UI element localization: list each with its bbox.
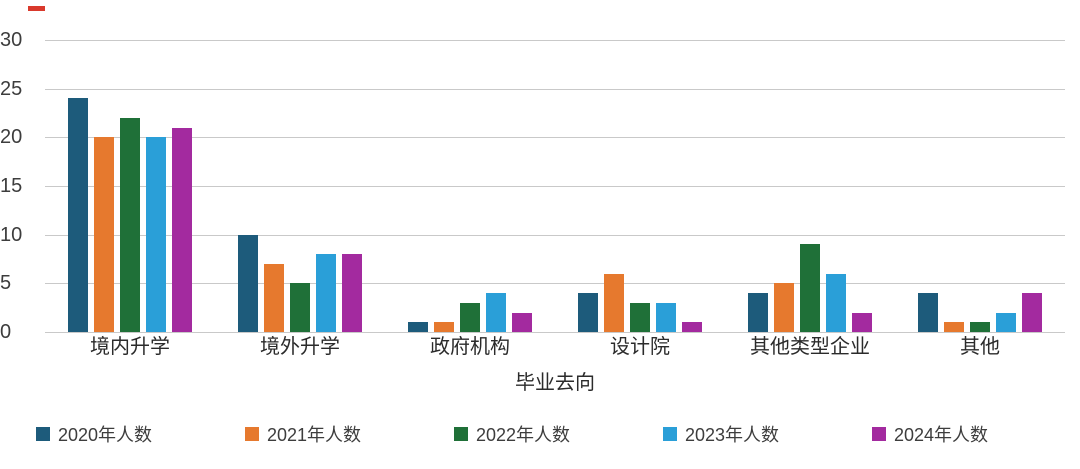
- legend-item-2021年人数: 2021年人数: [244, 421, 362, 447]
- bar-2020年人数-境外升学: [238, 234, 258, 332]
- y-tick-label-0: 0: [0, 321, 12, 343]
- plot-area: [45, 98, 1065, 332]
- legend-swatch-icon: [244, 427, 259, 441]
- bar-2022年人数-政府机构: [460, 302, 480, 332]
- category-label-2: 境外升学: [260, 336, 340, 358]
- gridline-y-30: [45, 40, 1065, 41]
- legend: 2020年人数 2021年人数 2022年人数 2023年人数 2024年人数: [36, 421, 988, 447]
- legend-swatch-icon: [662, 427, 677, 441]
- bar-2021年人数-其他类型企业: [774, 283, 794, 332]
- legend-item-2022年人数: 2022年人数: [453, 421, 571, 447]
- y-tick-label-5: 5: [0, 272, 12, 295]
- gridline-y-10: [45, 234, 1065, 236]
- legend-swatch-icon: [453, 427, 468, 441]
- legend-item-2024年人数: 2024年人数: [871, 421, 988, 447]
- gridline-y-20: [45, 137, 1065, 139]
- bar-2024年人数-境外升学: [342, 254, 362, 332]
- bar-2020年人数-政府机构: [408, 322, 428, 332]
- bar-2021年人数-设计院: [604, 273, 624, 332]
- bar-group-5: [748, 244, 872, 332]
- gridline-y-0: [45, 332, 1065, 333]
- category-label-3: 政府机构: [430, 336, 510, 358]
- bar-group-4: [578, 273, 702, 332]
- bar-group-3: [408, 293, 532, 332]
- gridline-y-5: [45, 283, 1065, 285]
- legend-item-2023年人数: 2023年人数: [662, 421, 779, 447]
- bar-group-6: [918, 293, 1042, 332]
- bar-2021年人数-境外升学: [264, 263, 284, 332]
- bar-2020年人数-境内升学: [68, 98, 88, 332]
- bar-2023年人数-境外升学: [316, 254, 336, 332]
- bar-2022年人数-境外升学: [290, 283, 310, 332]
- legend-label: 2022年人数: [475, 425, 571, 445]
- y-tick-label-20: 20: [0, 126, 23, 149]
- bar-2023年人数-其他类型企业: [826, 273, 846, 332]
- bar-2020年人数-设计院: [578, 293, 598, 332]
- category-label-1: 境内升学: [90, 336, 170, 358]
- bar-2023年人数-其他: [996, 312, 1016, 332]
- gridline-y-15: [45, 186, 1065, 187]
- y-tick-label-25: 25: [0, 77, 23, 100]
- bar-2024年人数-政府机构: [512, 312, 532, 332]
- y-tick-label-10: 10: [0, 223, 23, 246]
- top-left-red-dash-mark: [28, 6, 45, 11]
- bar-group-1: [68, 98, 192, 332]
- gridline-y-25: [45, 88, 1065, 90]
- y-tick-label-15: 15: [0, 175, 23, 197]
- legend-label: 2023年人数: [684, 425, 779, 445]
- bar-2022年人数-其他: [970, 322, 990, 332]
- bar-2020年人数-其他类型企业: [748, 293, 768, 332]
- legend-swatch-icon: [871, 427, 886, 441]
- bar-2022年人数-境内升学: [120, 117, 140, 332]
- bar-2024年人数-其他: [1022, 293, 1042, 332]
- x-axis-category-labels: 境内升学 境外升学 政府机构 设计院 其他类型企业 其他: [45, 336, 1065, 358]
- bar-2024年人数-设计院: [682, 322, 702, 332]
- bar-2021年人数-政府机构: [434, 322, 454, 332]
- category-label-4: 设计院: [610, 336, 670, 358]
- legend-label: 2024年人数: [893, 425, 988, 445]
- category-label-5: 其他类型企业: [750, 336, 870, 358]
- x-axis-title: 毕业去向: [515, 372, 595, 394]
- legend-item-2020年人数: 2020年人数: [36, 421, 152, 447]
- bar-group-2: [238, 234, 362, 332]
- bar-2023年人数-设计院: [656, 302, 676, 332]
- bar-2023年人数-政府机构: [486, 293, 506, 332]
- bar-2024年人数-境内升学: [172, 127, 192, 332]
- bar-2021年人数-其他: [944, 322, 964, 332]
- bar-2022年人数-其他类型企业: [800, 244, 820, 332]
- legend-label: 2021年人数: [266, 425, 362, 445]
- legend-label: 2020年人数: [58, 425, 153, 445]
- bar-2020年人数-其他: [918, 293, 938, 332]
- bar-2023年人数-境内升学: [146, 137, 166, 332]
- bar-2022年人数-设计院: [630, 302, 650, 332]
- bar-2024年人数-其他类型企业: [852, 312, 872, 332]
- y-tick-label-30: 30: [0, 29, 23, 51]
- legend-swatch-icon: [36, 427, 50, 441]
- bar-2021年人数-境内升学: [94, 137, 114, 332]
- category-label-6: 其他: [960, 336, 1000, 358]
